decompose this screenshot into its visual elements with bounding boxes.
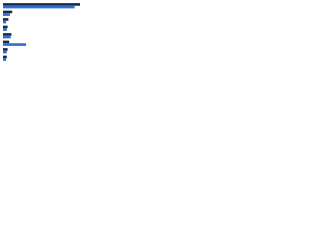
bar <box>3 25 8 29</box>
bar <box>3 20 7 24</box>
bar <box>3 35 11 39</box>
bar <box>3 43 27 46</box>
bar <box>3 3 80 6</box>
page: (() => { const data = JSON.parse(documen… <box>0 0 320 71</box>
bar <box>3 10 13 14</box>
bar <box>3 33 12 36</box>
bar <box>3 50 7 54</box>
bar <box>3 48 8 51</box>
bar <box>3 28 7 31</box>
bar <box>3 58 7 61</box>
bar <box>3 13 10 16</box>
chart <box>3 3 80 61</box>
bar <box>3 40 10 44</box>
bar <box>3 55 7 59</box>
bar <box>3 5 75 9</box>
bar <box>3 18 9 21</box>
